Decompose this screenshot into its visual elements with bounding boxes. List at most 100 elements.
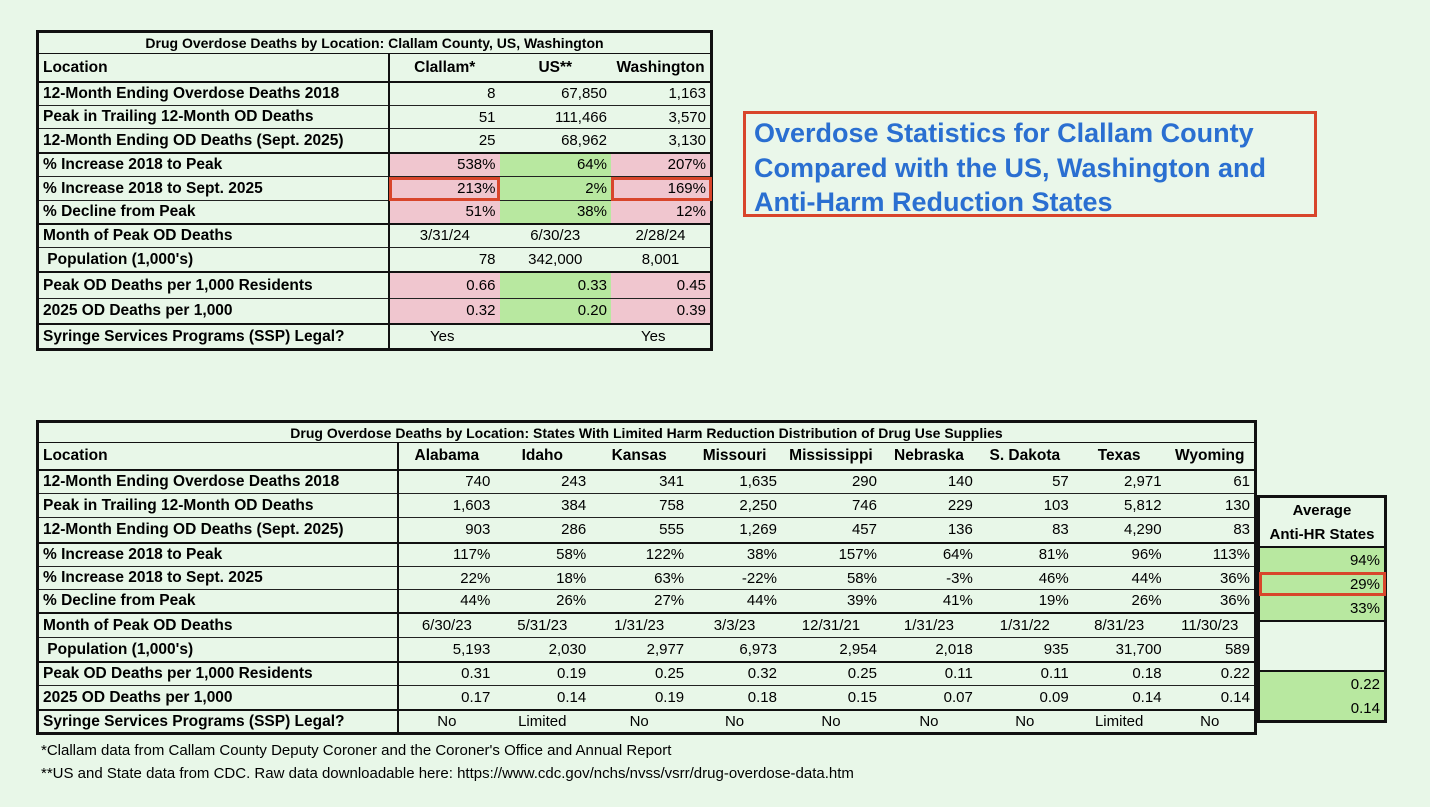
cell-texas: Limited xyxy=(1094,712,1144,730)
table-row: Population (1,000's) 5,193 2,030 2,977 6,973… xyxy=(37,637,1256,662)
table-row: Month of Peak OD Deaths 3/31/24 6/30/23 … xyxy=(37,223,712,248)
table-row: % Decline from Peak 51% 38% 12% xyxy=(37,200,712,224)
cell-idaho: 2,030 xyxy=(548,640,587,658)
cell-us: 342,000 xyxy=(528,250,583,268)
table-row: % Decline from Peak 44% 26% 27% 44% 39% 41% 19%… xyxy=(37,589,1256,613)
table-row: Peak OD Deaths per 1,000 Residents 0.31 0.… xyxy=(37,661,1256,686)
header-nebraska: Nebraska xyxy=(894,447,964,464)
table1-header-location: Location xyxy=(37,53,391,82)
cell-mississippi: 0.25 xyxy=(847,665,877,683)
cell-missouri: 6,973 xyxy=(739,640,777,658)
table2-title: Drug Overdose Deaths by Location: States… xyxy=(37,421,1256,443)
cell-nebraska: 64% xyxy=(942,546,973,564)
cell-washington-highlighted: 169% xyxy=(610,176,712,201)
cell-clallam: Yes xyxy=(430,327,455,345)
average-increase-to-sept-highlighted: 29% xyxy=(1258,572,1386,596)
row-label: 12-Month Ending Overdose Deaths 2018 xyxy=(37,469,400,494)
table-row: % Increase 2018 to Peak 117% 58% 122% 38% 157… xyxy=(37,542,1256,567)
cell-nebraska: -3% xyxy=(946,569,973,587)
table1-header-clallam: Clallam* xyxy=(414,58,476,76)
row-label: Peak OD Deaths per 1,000 Residents xyxy=(37,271,391,299)
cell-nebraska: 41% xyxy=(942,592,973,610)
table-row: Syringe Services Programs (SSP) Legal? No… xyxy=(37,709,1256,734)
cell-alabama: 1,603 xyxy=(452,497,491,514)
cell-texas: 26% xyxy=(1131,592,1162,610)
cell-clallam: 8 xyxy=(487,85,496,103)
cell-washington: 12% xyxy=(610,200,712,224)
cell-alabama: 22% xyxy=(460,569,491,587)
cell-us: 67,850 xyxy=(561,85,607,103)
row-label: Peak in Trailing 12-Month OD Deaths xyxy=(37,105,391,129)
cell-missouri: -22% xyxy=(741,569,777,587)
cell-kansas: 0.19 xyxy=(654,688,685,706)
cell-wyoming: 61 xyxy=(1233,473,1250,491)
cell-mississippi: 39% xyxy=(846,592,877,610)
row-label: 12-Month Ending OD Deaths (Sept. 2025) xyxy=(37,517,400,543)
cell-idaho: 26% xyxy=(556,592,587,610)
cell-us: 2% xyxy=(499,176,611,201)
cell-kansas: 122% xyxy=(645,546,685,564)
cell-south-dakota: No xyxy=(1015,712,1035,730)
cell-nebraska: 1/31/23 xyxy=(903,616,954,634)
cell-wyoming: 36% xyxy=(1219,569,1250,587)
cell-idaho: 58% xyxy=(556,546,587,564)
table-row: 12-Month Ending Overdose Deaths 2018 740 2… xyxy=(37,469,1256,494)
cell-clallam: 51 xyxy=(478,108,496,126)
cell-south-dakota: 0.09 xyxy=(1039,688,1069,706)
cell-alabama: 903 xyxy=(465,521,491,539)
table-row: Peak in Trailing 12-Month OD Deaths 1,603… xyxy=(37,493,1256,518)
header-kansas: Kansas xyxy=(611,447,667,464)
cell-alabama: 0.17 xyxy=(461,688,491,706)
cell-texas: 44% xyxy=(1131,569,1162,587)
cell-us: 38% xyxy=(499,200,611,224)
row-label: Population (1,000's) xyxy=(37,637,400,662)
cell-missouri: 0.18 xyxy=(747,688,777,706)
cell-alabama: 44% xyxy=(460,592,491,610)
average-anti-hr-states-box: Average Anti-HR States 94% 29% 33% 0.22 … xyxy=(1257,495,1387,723)
cell-nebraska: 2,018 xyxy=(935,640,973,658)
cell-idaho: 0.19 xyxy=(557,665,587,683)
table-row: % Increase 2018 to Peak 538% 64% 207% xyxy=(37,152,712,177)
row-label: Month of Peak OD Deaths xyxy=(37,223,391,248)
cell-missouri: 2,250 xyxy=(739,497,777,514)
table1-title: Drug Overdose Deaths by Location: Clalla… xyxy=(37,31,712,54)
cell-wyoming: 83 xyxy=(1233,521,1250,539)
cell-clallam: 25 xyxy=(478,131,496,149)
cell-kansas: 341 xyxy=(659,473,685,491)
cell-washington: Yes xyxy=(640,327,666,345)
cell-clallam: 0.32 xyxy=(389,298,500,324)
cell-wyoming: 130 xyxy=(1224,497,1250,514)
cell-idaho: Limited xyxy=(518,712,567,730)
cell-alabama: 5,193 xyxy=(452,640,491,658)
cell-south-dakota: 81% xyxy=(1038,546,1069,564)
cell-clallam: 538% xyxy=(389,152,500,177)
callout-line-2: Compared with the US, Washington and xyxy=(754,152,1266,183)
cell-alabama: 740 xyxy=(465,473,491,491)
cell-wyoming: No xyxy=(1200,712,1220,730)
title-callout-box: Overdose Statistics for Clallam County C… xyxy=(743,111,1317,217)
cell-mississippi: 457 xyxy=(851,521,877,539)
cell-washington: 3,570 xyxy=(668,108,706,126)
average-peak-per-1000: 0.22 xyxy=(1258,671,1386,696)
average-header: Average xyxy=(1258,496,1386,522)
cell-missouri: 1,635 xyxy=(739,473,777,491)
cell-mississippi: 12/31/21 xyxy=(801,616,861,634)
clallam-comparison-table: Drug Overdose Deaths by Location: Clalla… xyxy=(36,30,713,351)
cell-texas: 5,812 xyxy=(1124,497,1162,514)
cell-south-dakota: 19% xyxy=(1038,592,1069,610)
cell-washington: 0.45 xyxy=(610,271,712,299)
average-increase-to-peak: 94% xyxy=(1258,547,1386,572)
cell-clallam: 0.66 xyxy=(389,271,500,299)
cell-alabama: 0.31 xyxy=(461,665,491,683)
table-row: 2025 OD Deaths per 1,000 0.32 0.20 0.39 xyxy=(37,298,712,324)
cell-alabama: No xyxy=(437,712,457,730)
cell-kansas: 27% xyxy=(654,592,685,610)
cell-texas: 4,290 xyxy=(1124,521,1162,539)
average-2025-per-1000: 0.14 xyxy=(1258,696,1386,722)
cell-washington: 2/28/24 xyxy=(635,227,686,245)
table-row: 12-Month Ending OD Deaths (Sept. 2025) 90… xyxy=(37,517,1256,543)
cell-missouri: 44% xyxy=(746,592,777,610)
table-row: 2025 OD Deaths per 1,000 0.17 0.14 0.19 0.18… xyxy=(37,685,1256,710)
cell-kansas: 1/31/23 xyxy=(614,616,665,634)
row-label: 12-Month Ending Overdose Deaths 2018 xyxy=(37,81,391,106)
